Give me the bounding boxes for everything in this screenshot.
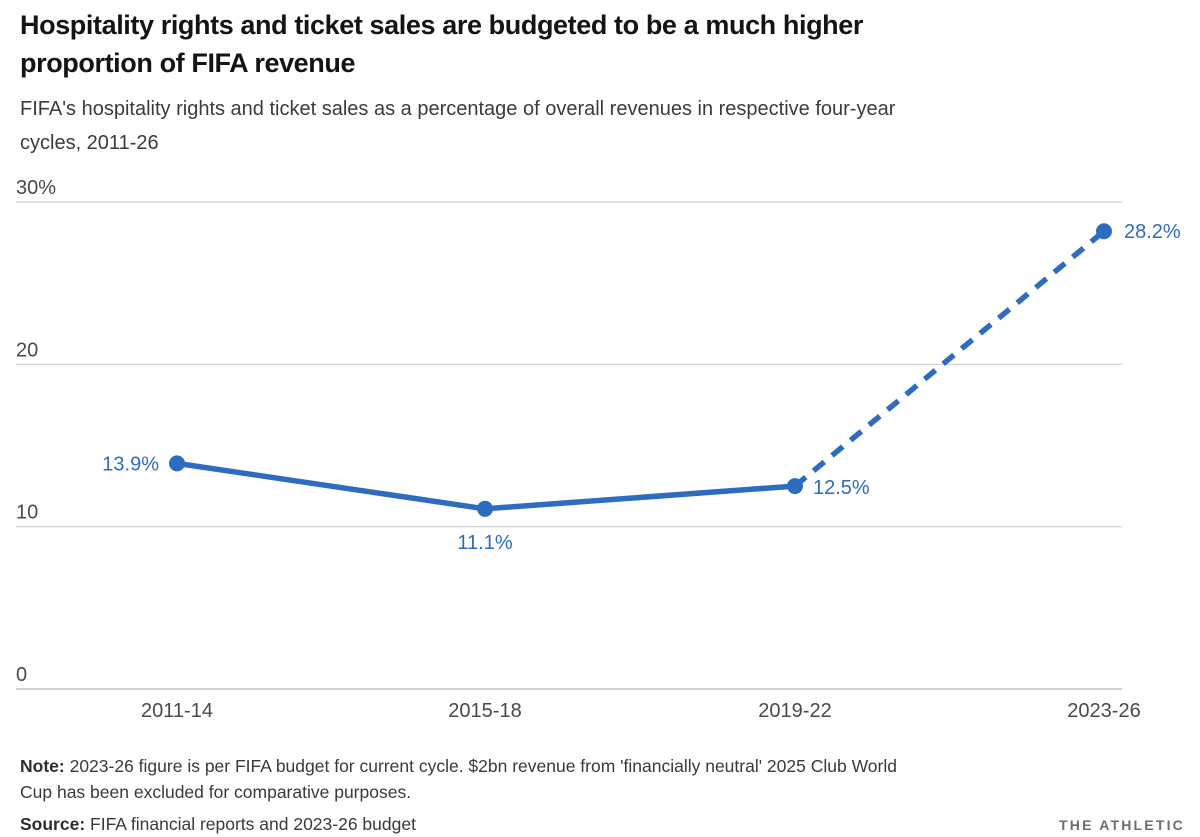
chart-subtitle-line-1: FIFA's hospitality rights and ticket sal… <box>20 98 896 120</box>
data-point-2011-14 <box>169 455 185 472</box>
data-point-2019-22 <box>787 478 803 495</box>
chart-footer: Note: 2023-26 figure is per FIFA budget … <box>20 753 1185 837</box>
page-title-line-2: proportion of FIFA revenue <box>20 48 356 78</box>
x-tick-label-2015-18: 2015-18 <box>448 700 521 722</box>
note-line-1: 2023-26 figure is per FIFA budget for cu… <box>69 756 897 776</box>
y-tick-label-10: 10 <box>16 502 38 524</box>
x-tick-label-2011-14: 2011-14 <box>141 700 213 722</box>
page-title: Hospitality rights and ticket sales are … <box>20 6 1190 82</box>
note-line-2: Cup has been excluded for comparative pu… <box>20 782 412 802</box>
data-point-2023-26 <box>1096 223 1112 240</box>
source-text: Source: FIFA financial reports and 2023-… <box>20 811 416 837</box>
the-athletic-logo: THE ATHLETIC <box>1059 817 1185 833</box>
data-label-2015-18: 11.1% <box>457 532 512 554</box>
x-tick-label-2023-26: 2023-26 <box>1067 700 1140 722</box>
chart-subtitle-line-2: cycles, 2011-26 <box>20 132 159 154</box>
data-point-2015-18 <box>477 500 493 517</box>
series-line-dashed <box>793 229 1106 489</box>
data-label-2019-22: 12.5% <box>813 477 870 499</box>
source-label: Source: <box>20 814 86 834</box>
y-tick-label-20: 20 <box>16 339 38 361</box>
source-value: FIFA financial reports and 2023-26 budge… <box>90 814 416 834</box>
chart-canvas: 30% 20 10 0 2011-14 2015-18 2019-22 2023-26 13.9… <box>16 177 1181 722</box>
y-tick-label-0: 0 <box>16 664 27 686</box>
data-label-2023-26: 28.2% <box>1124 221 1181 243</box>
x-tick-label-2019-22: 2019-22 <box>758 700 831 722</box>
page-title-line-1: Hospitality rights and ticket sales are … <box>20 10 863 40</box>
chart-header: Hospitality rights and ticket sales are … <box>20 6 1190 160</box>
data-label-2011-14: 13.9% <box>102 453 159 475</box>
note-label: Note: <box>20 756 65 776</box>
line-chart: 30% 20 10 0 2011-14 2015-18 2019-22 2023-26 13.9… <box>0 170 1200 745</box>
chart-subtitle: FIFA's hospitality rights and ticket sal… <box>20 92 1190 160</box>
y-tick-label-30: 30% <box>16 177 56 199</box>
source-row: Source: FIFA financial reports and 2023-… <box>20 811 1185 837</box>
note-text: Note: 2023-26 figure is per FIFA budget … <box>20 753 1185 805</box>
